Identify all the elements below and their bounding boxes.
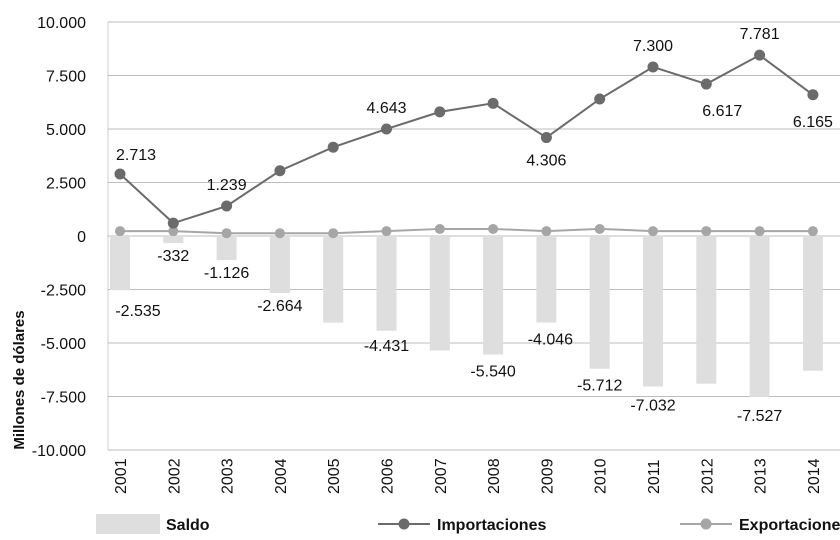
y-tick-label: -10.000	[32, 443, 86, 460]
x-tick-label: 2002	[166, 458, 183, 494]
exportaciones-point	[168, 226, 179, 237]
legend-label-saldo: Saldo	[166, 517, 210, 534]
saldo-data-label: -1.126	[204, 265, 249, 282]
x-tick-label: 2003	[220, 458, 237, 494]
y-tick-label: -5.000	[41, 336, 86, 353]
legend-marker-exportaciones	[700, 518, 712, 530]
importaciones-point	[274, 165, 286, 177]
saldo-data-label: -4.431	[364, 338, 409, 355]
exportaciones-point	[328, 228, 339, 239]
importaciones-point	[700, 78, 712, 90]
x-tick-label: 2014	[806, 458, 823, 494]
saldo-data-label: -5.712	[577, 378, 622, 395]
x-tick-label: 2010	[593, 458, 610, 494]
x-tick-label: 2004	[273, 458, 290, 494]
importaciones-point	[167, 217, 179, 229]
exportaciones-point	[648, 226, 658, 237]
importaciones-point	[221, 200, 233, 212]
saldo-data-label: -5.540	[470, 364, 515, 381]
exportaciones-point	[701, 226, 712, 237]
saldo-bar	[643, 236, 663, 387]
y-tick-label: 10.000	[37, 15, 86, 32]
exportaciones-point	[594, 223, 605, 234]
importaciones-data-label: 7.300	[633, 38, 673, 55]
importaciones-point	[594, 93, 606, 105]
saldo-data-label: -332	[157, 248, 189, 265]
x-tick-label: 2011	[646, 459, 663, 494]
exportaciones-point	[807, 226, 818, 237]
importaciones-data-label: 1.239	[207, 177, 247, 194]
saldo-bar	[536, 236, 557, 323]
y-tick-label: 0	[77, 229, 86, 246]
y-tick-label: 2.500	[46, 176, 86, 193]
importaciones-point	[381, 123, 392, 135]
saldo-bar	[216, 236, 237, 261]
importaciones-line	[119, 53, 814, 225]
saldo-bar	[483, 236, 504, 355]
x-tick-label: 2008	[486, 458, 503, 494]
saldo-bar	[163, 236, 184, 244]
saldo-bar	[696, 236, 717, 384]
importaciones-data-label: 4.643	[366, 100, 406, 117]
saldo-bar	[110, 236, 130, 291]
importaciones-point	[807, 89, 819, 101]
importaciones-data-label: 7.781	[740, 26, 780, 43]
saldo-data-label: -2.535	[115, 303, 160, 320]
importaciones-point	[540, 132, 552, 144]
importaciones-point	[647, 61, 659, 73]
importaciones-point	[114, 168, 126, 180]
y-tick-label: 7.500	[46, 69, 86, 86]
saldo-data-label: -2.664	[257, 298, 302, 315]
legend: Saldo Importaciones Exportaciones	[96, 514, 840, 534]
data-labels: -2.535 -332 -1.126 -2.664 -4.431 -5.540 -4.046…	[115, 26, 833, 425]
y-tick-label: -2.500	[41, 283, 86, 300]
legend-swatch-saldo	[96, 514, 160, 534]
exportaciones-point	[221, 228, 232, 239]
legend-marker-importaciones	[398, 518, 410, 530]
saldo-data-label: -4.046	[528, 332, 573, 349]
saldo-bar	[376, 236, 397, 331]
exportaciones-line	[120, 227, 813, 235]
importaciones-point	[754, 49, 766, 61]
y-axis-label: Millones de dólares	[11, 310, 28, 449]
importaciones-point	[434, 106, 446, 118]
importaciones-data-label: 2.713	[116, 147, 156, 164]
x-tick-label: 2006	[380, 458, 397, 494]
x-tick-label: 2009	[539, 458, 556, 494]
x-tick-label: 2012	[699, 458, 716, 494]
y-tick-label: 5.000	[46, 122, 86, 139]
saldo-data-label: -7.032	[630, 397, 675, 414]
saldo-bars	[110, 236, 823, 398]
y-axis-ticks: 10.000 7.500 5.000 2.500 0 -2.500 -5.000 -7.500…	[32, 15, 86, 460]
exportaciones-point	[115, 226, 125, 237]
exportaciones-point	[434, 223, 445, 234]
importaciones-data-label: 4.306	[526, 153, 566, 170]
x-axis-ticks: 2001 2002 2003 2004 2005 2006 2007 2008 2009 2010…	[113, 458, 823, 494]
saldo-bar	[749, 236, 770, 398]
importaciones-data-label: 6.165	[793, 114, 833, 131]
x-tick-label: 2001	[113, 458, 130, 494]
exportaciones-point	[488, 223, 499, 234]
saldo-data-label: -7.527	[737, 408, 782, 425]
saldo-bar	[269, 236, 290, 294]
legend-label-importaciones: Importaciones	[437, 517, 546, 534]
importaciones-point	[487, 97, 499, 109]
importaciones-data-label: 6.617	[702, 103, 742, 120]
exportaciones-point	[381, 226, 392, 237]
exportaciones-point	[754, 226, 765, 237]
saldo-bar	[802, 236, 823, 371]
series-lines	[114, 49, 819, 239]
x-tick-label: 2005	[326, 458, 343, 494]
exportaciones-point	[541, 226, 552, 237]
saldo-bar	[429, 236, 450, 351]
x-tick-label: 2007	[433, 458, 450, 494]
exportaciones-point	[274, 228, 285, 239]
x-tick-label: 2013	[753, 458, 770, 494]
y-tick-label: -7.500	[41, 390, 86, 407]
saldo-bar	[589, 236, 610, 369]
saldo-bar	[323, 236, 344, 323]
importaciones-point	[327, 141, 339, 153]
legend-label-exportaciones: Exportaciones	[739, 517, 840, 534]
